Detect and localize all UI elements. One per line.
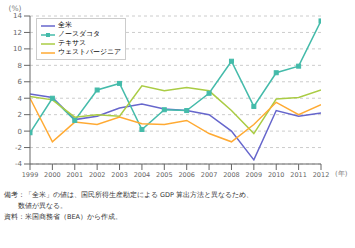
svg-text:-4: -4 [15, 160, 23, 168]
svg-text:2006: 2006 [178, 171, 195, 179]
svg-text:2011: 2011 [290, 171, 307, 179]
html-text:テキサス: テキサス [58, 39, 86, 47]
svg-text:2010: 2010 [268, 171, 285, 179]
html-text:資料：米国商務省（BEA）から作成。: 資料：米国商務省（BEA）から作成。 [4, 213, 122, 221]
svg-text:0: 0 [18, 128, 22, 136]
svg-text:2: 2 [18, 111, 22, 119]
svg-text:2004: 2004 [134, 171, 151, 179]
svg-text:2007: 2007 [201, 171, 218, 179]
html-text:ウェストバージニア: ウェストバージニア [58, 48, 121, 56]
html-text:備考：「全米」の値は、国民所得生産勘定による GDP 算出方: 備考：「全米」の値は、国民所得生産勘定による GDP 算出方法と異なるため、 [4, 191, 254, 199]
svg-text:2012: 2012 [313, 171, 330, 179]
svg-text:(%): (%) [9, 4, 22, 13]
html-text:全米: 全米 [58, 21, 72, 29]
html-text:ノースダコタ: ノースダコタ [58, 30, 100, 38]
svg-text:(年): (年) [335, 170, 347, 178]
svg-text:6: 6 [18, 78, 23, 86]
svg-text:14: 14 [13, 12, 22, 20]
html-text:数値が異なる。: 数値が異なる。 [4, 202, 67, 210]
svg-text:12: 12 [13, 29, 22, 37]
svg-text:2001: 2001 [66, 171, 83, 179]
svg-text:2000: 2000 [44, 171, 61, 179]
svg-text:-2: -2 [15, 144, 22, 152]
svg-text:4: 4 [18, 95, 23, 103]
svg-text:10: 10 [13, 45, 22, 53]
svg-text:2003: 2003 [111, 171, 128, 179]
svg-text:2009: 2009 [246, 171, 263, 179]
svg-text:8: 8 [18, 62, 22, 70]
svg-text:2002: 2002 [89, 171, 106, 179]
svg-text:2008: 2008 [223, 171, 240, 179]
svg-text:1999: 1999 [22, 171, 39, 179]
svg-text:2005: 2005 [156, 171, 173, 179]
